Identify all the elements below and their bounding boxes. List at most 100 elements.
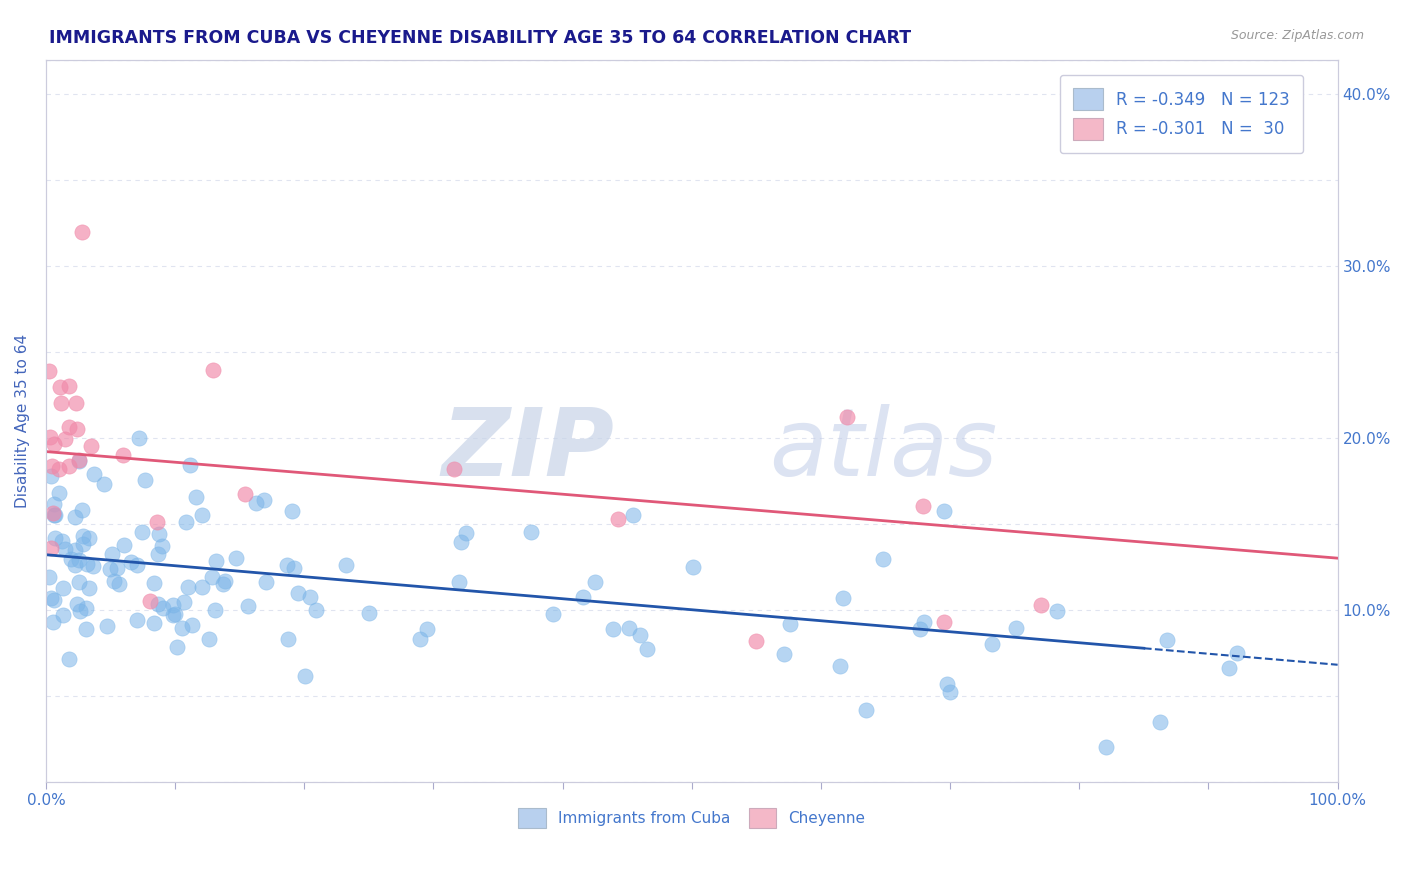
- Point: [108, 577, 131, 591]
- Text: atlas: atlas: [769, 404, 997, 495]
- Point: [1029, 598, 1052, 612]
- Point: [254, 574, 277, 589]
- Point: [98, 562, 121, 576]
- Point: [49, 380, 72, 394]
- Point: [450, 535, 472, 549]
- Point: [162, 598, 184, 612]
- Point: [174, 515, 197, 529]
- Point: [42, 508, 65, 522]
- Point: [125, 558, 148, 572]
- Point: [1046, 604, 1069, 618]
- Point: [44, 508, 66, 523]
- Point: [277, 632, 299, 647]
- Point: [48, 486, 70, 500]
- Point: [120, 555, 142, 569]
- Point: [170, 621, 193, 635]
- Point: [103, 574, 125, 588]
- Point: [543, 607, 565, 622]
- Point: [146, 597, 169, 611]
- Point: [125, 613, 148, 627]
- Point: [245, 495, 267, 509]
- Point: [619, 622, 641, 636]
- Point: [335, 558, 357, 573]
- Point: [408, 632, 430, 647]
- Point: [294, 669, 316, 683]
- Point: [305, 602, 328, 616]
- Point: [177, 580, 200, 594]
- Point: [51, 396, 73, 410]
- Point: [75, 601, 97, 615]
- Point: [59, 552, 82, 566]
- Point: [146, 547, 169, 561]
- Point: [93, 476, 115, 491]
- Point: [1149, 714, 1171, 729]
- Point: [191, 508, 214, 522]
- Point: [42, 437, 65, 451]
- Point: [912, 615, 935, 630]
- Point: [96, 619, 118, 633]
- Point: [1218, 661, 1240, 675]
- Point: [39, 541, 62, 555]
- Point: [70, 225, 93, 239]
- Point: [602, 622, 624, 636]
- Point: [205, 553, 228, 567]
- Point: [211, 577, 233, 591]
- Point: [67, 552, 90, 566]
- Point: [520, 525, 543, 540]
- Point: [236, 599, 259, 613]
- Point: [112, 538, 135, 552]
- Point: [835, 410, 858, 425]
- Text: Source: ZipAtlas.com: Source: ZipAtlas.com: [1230, 29, 1364, 42]
- Point: [44, 593, 66, 607]
- Point: [76, 557, 98, 571]
- Point: [443, 462, 465, 476]
- Point: [131, 524, 153, 539]
- Point: [48, 461, 70, 475]
- Point: [1095, 740, 1118, 755]
- Point: [58, 420, 80, 434]
- Point: [63, 510, 86, 524]
- Point: [142, 615, 165, 630]
- Point: [298, 590, 321, 604]
- Point: [197, 632, 219, 647]
- Point: [75, 622, 97, 636]
- Point: [65, 542, 87, 557]
- Point: [38, 430, 60, 444]
- Point: [932, 504, 955, 518]
- Point: [42, 506, 65, 520]
- Point: [225, 551, 247, 566]
- Point: [1156, 633, 1178, 648]
- Point: [39, 468, 62, 483]
- Point: [180, 617, 202, 632]
- Point: [67, 454, 90, 468]
- Point: [42, 615, 65, 629]
- Point: [179, 458, 201, 472]
- Point: [214, 574, 236, 588]
- Point: [65, 396, 87, 410]
- Point: [204, 603, 226, 617]
- Point: [779, 616, 801, 631]
- Point: [72, 537, 94, 551]
- Legend: Immigrants from Cuba, Cheyenne: Immigrants from Cuba, Cheyenne: [510, 800, 873, 836]
- Point: [572, 590, 595, 604]
- Point: [911, 499, 934, 513]
- Point: [38, 364, 60, 378]
- Point: [53, 541, 76, 556]
- Point: [583, 574, 606, 589]
- Point: [38, 570, 60, 584]
- Point: [41, 458, 63, 473]
- Point: [52, 581, 75, 595]
- Point: [67, 453, 90, 467]
- Point: [51, 534, 73, 549]
- Point: [357, 607, 380, 621]
- Point: [70, 503, 93, 517]
- Point: [191, 580, 214, 594]
- Point: [39, 591, 62, 606]
- Point: [63, 558, 86, 572]
- Point: [134, 473, 156, 487]
- Point: [163, 607, 186, 621]
- Point: [58, 379, 80, 393]
- Point: [828, 658, 851, 673]
- Point: [628, 627, 651, 641]
- Point: [58, 459, 80, 474]
